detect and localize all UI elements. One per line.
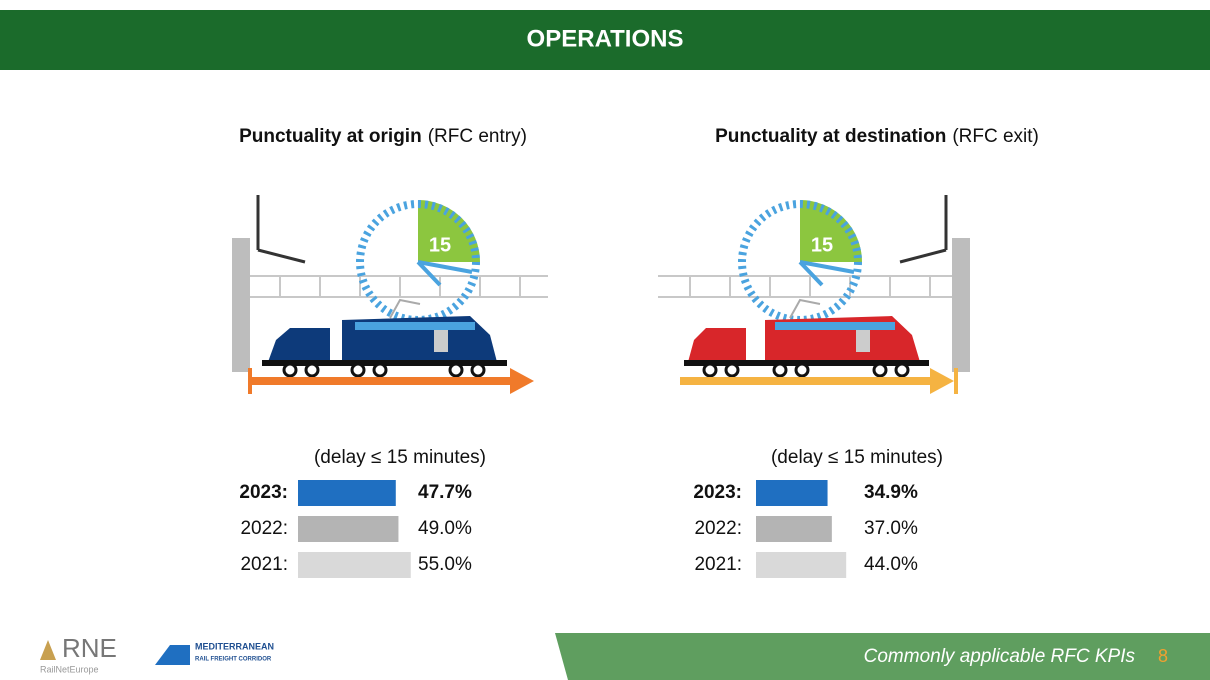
chart-title-note: (RFC entry) [428,126,527,147]
clock-label: 15 [429,234,451,256]
bar [298,480,396,506]
chart-title: Punctuality at destination (RFC exit) [715,126,1039,147]
illustration-destination: 15 [658,195,970,394]
value-label: 55.0% [418,554,472,575]
illustration-origin: 15 [232,195,548,394]
logo-corridor-sub: RAIL FREIGHT CORRIDOR [195,657,272,663]
header-title: OPERATIONS [527,25,684,52]
footer: Commonly applicable RFC KPIs 8 RNE RailN… [40,633,1210,680]
category-label: 2022: [240,518,288,539]
value-label: 49.0% [418,518,472,539]
category-label: 2021: [240,554,288,575]
chart-title: Punctuality at origin (RFC entry) [239,126,527,147]
value-label: 47.7% [418,482,472,503]
value-label: 37.0% [864,518,918,539]
logo-rne: RNE [62,633,117,663]
chart-title-main: Punctuality at destination [715,126,946,147]
logo-rne-sub: RailNetEurope [40,664,99,674]
category-label: 2023: [693,482,742,503]
header-band [0,10,1210,70]
value-label: 34.9% [864,482,918,503]
chart-subtitle: (delay ≤ 15 minutes) [771,447,943,468]
page-number: 8 [1158,646,1168,666]
footer-text: Commonly applicable RFC KPIs [864,646,1136,667]
bar [756,516,832,542]
category-label: 2023: [239,482,288,503]
category-label: 2022: [694,518,742,539]
logo-corridor: MEDITERRANEAN [195,641,274,651]
chart-title-main: Punctuality at origin [239,126,422,147]
bar [298,552,411,578]
clock-label: 15 [811,234,833,256]
bar [298,516,399,542]
chart-title-note: (RFC exit) [952,126,1039,147]
value-label: 44.0% [864,554,918,575]
footer-band [555,633,1210,680]
chart-subtitle: (delay ≤ 15 minutes) [314,447,486,468]
bar [756,480,828,506]
bar [756,552,847,578]
category-label: 2021: [694,554,742,575]
